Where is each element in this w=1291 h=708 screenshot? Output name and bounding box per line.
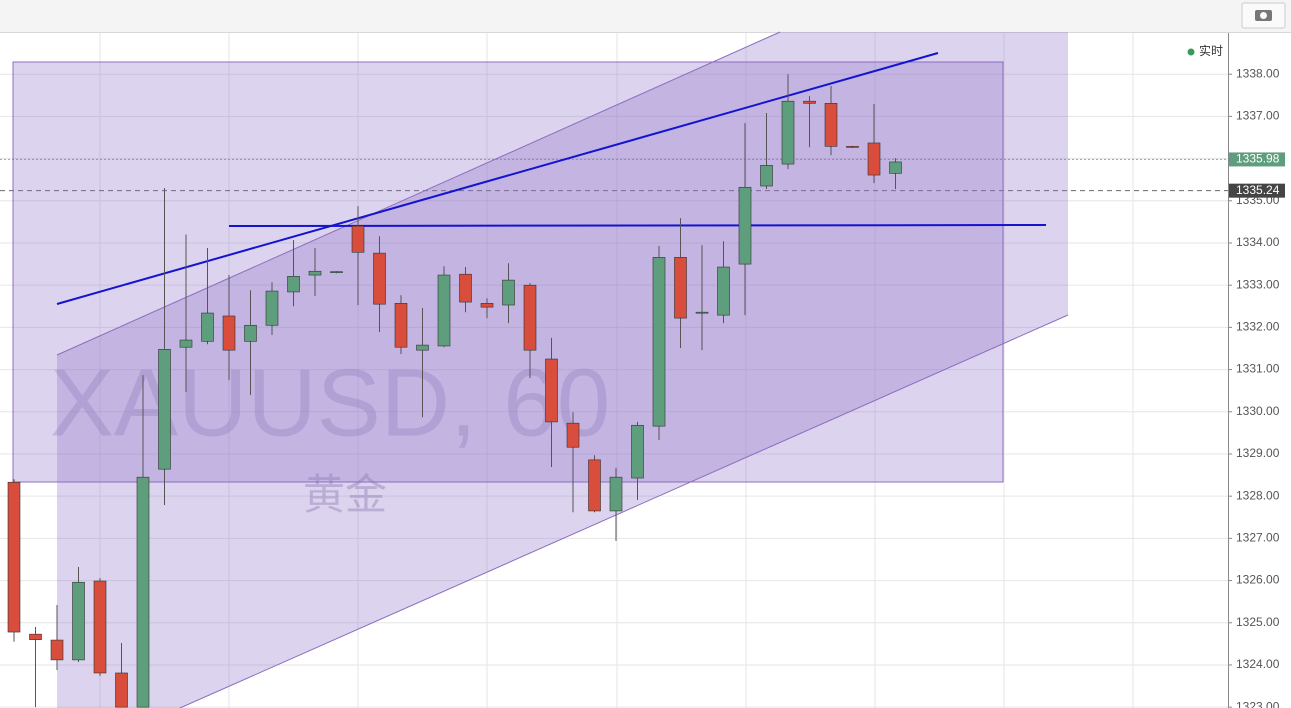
- camera-lens: [1260, 12, 1267, 19]
- candle-body: [566, 422, 580, 448]
- candle-body: [631, 424, 644, 479]
- candle-body: [867, 142, 881, 176]
- candle-body: [803, 100, 816, 104]
- candle-body: [459, 273, 472, 303]
- legend-label: 实时: [1199, 43, 1223, 58]
- y-tick-label: 1325.00: [1236, 615, 1280, 629]
- candle-body: [136, 476, 150, 708]
- candle-body: [717, 266, 730, 316]
- candle-body: [179, 339, 193, 348]
- price-tag: [1229, 183, 1285, 198]
- candle-body: [738, 186, 752, 265]
- y-tick-label: 1330.00: [1236, 404, 1280, 418]
- candle-body: [781, 100, 795, 165]
- candle-body: [523, 284, 537, 351]
- y-tick-label: 1324.00: [1236, 657, 1280, 671]
- candle-body: [265, 290, 279, 326]
- y-tick-label: 1323.00: [1236, 699, 1280, 708]
- y-tick-label: 1333.00: [1236, 277, 1280, 291]
- candle-body: [394, 303, 408, 348]
- candle-body: [502, 279, 515, 306]
- candle-body: [50, 639, 64, 661]
- candle-body: [72, 581, 85, 661]
- price-axis: [1228, 33, 1291, 708]
- candle-body: [7, 481, 21, 633]
- y-tick-label: 1338.00: [1236, 66, 1280, 80]
- candle-body: [244, 324, 257, 342]
- candle-body: [308, 270, 322, 276]
- price-channel: [57, 32, 1068, 708]
- price-tag-label: 1335.24: [1236, 183, 1280, 197]
- candle-body: [222, 315, 236, 351]
- trend-line: [56, 52, 939, 305]
- top-bar: [0, 0, 1291, 32]
- channel-lower: [179, 314, 1069, 708]
- candle-body: [609, 476, 623, 512]
- candle-body: [29, 633, 42, 640]
- watermark-subtitle: 黄金: [303, 470, 387, 519]
- candle-body: [351, 225, 365, 253]
- y-tick-label: 1326.00: [1236, 573, 1280, 587]
- candle-body: [846, 146, 859, 148]
- candle-body: [889, 161, 902, 174]
- candle-body: [695, 311, 709, 314]
- candle-body: [93, 580, 107, 674]
- y-tick-label: 1327.00: [1236, 531, 1280, 545]
- candle-body: [416, 344, 429, 351]
- price-tag: [1229, 152, 1285, 167]
- candle-body: [674, 257, 687, 319]
- y-tick-label: 1328.00: [1236, 488, 1280, 502]
- candle-body: [158, 349, 171, 470]
- vertical-grid: [99, 33, 1134, 708]
- candle-body: [437, 274, 451, 347]
- candle-body: [545, 358, 558, 423]
- candle-body: [115, 672, 128, 708]
- y-tick-label: 1332.00: [1236, 320, 1280, 334]
- horizontal-line: [228, 224, 1047, 227]
- legend-dot: [1187, 48, 1195, 56]
- camera-button[interactable]: [1241, 2, 1286, 29]
- candle-body: [330, 271, 343, 273]
- candle-body: [588, 459, 601, 512]
- candle-body: [480, 303, 494, 308]
- channel-upper: [56, 31, 781, 356]
- candle-body: [373, 252, 386, 305]
- candle-body: [652, 257, 666, 427]
- candle-body: [201, 312, 214, 342]
- price-tag-label: 1335.98: [1236, 152, 1280, 166]
- y-tick-label: 1334.00: [1236, 235, 1280, 249]
- y-tick-label: 1329.00: [1236, 446, 1280, 460]
- candle-body: [760, 165, 773, 187]
- y-tick-label: 1331.00: [1236, 362, 1280, 376]
- candle-body: [287, 276, 300, 293]
- candle-body: [824, 103, 838, 147]
- y-tick-label: 1337.00: [1236, 109, 1280, 123]
